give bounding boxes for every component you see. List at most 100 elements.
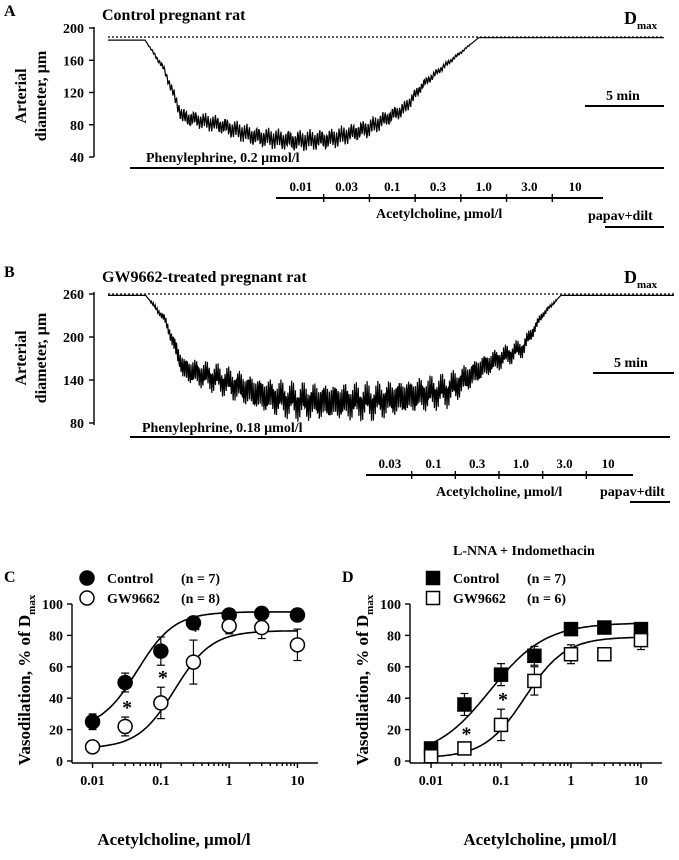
data-point <box>457 697 472 712</box>
y-tick-label: 100 <box>42 598 63 613</box>
data-point <box>457 741 472 756</box>
significance-star: * <box>122 697 132 719</box>
y-tick-label: 80 <box>49 629 63 644</box>
data-point <box>563 621 579 637</box>
x-tick-label: 0.1 <box>492 774 510 789</box>
panel-a-ylabel-line2: diameter, µm <box>33 50 50 141</box>
panel-d: D L-NNA + Indomethacin Vasodilation, % o… <box>342 544 662 849</box>
panel-d-plot: * * * <box>423 620 649 764</box>
panel-b-ach-label: Acetylcholine, µmol/l <box>436 485 562 500</box>
panel-a-scale-label: 5 min <box>606 89 640 104</box>
ach-step-label: 3.0 <box>556 456 572 471</box>
panel-c: C Vasodilation, % of Dmax Acetylcholine,… <box>4 569 318 849</box>
panel-b-papav-label: papav+dilt <box>600 485 665 500</box>
panel-a-dmax: Dmax <box>624 8 658 32</box>
y-tick-label: 20 <box>387 724 401 739</box>
legend-n: (n = 7) <box>527 572 566 587</box>
panel-b-letter: B <box>4 264 15 281</box>
data-point <box>153 695 169 711</box>
panel-c-letter: C <box>4 569 16 586</box>
panel-b-title: GW9662-treated pregnant rat <box>102 269 307 286</box>
data-point <box>117 674 133 691</box>
x-tick-label: 0.01 <box>419 774 444 789</box>
ach-step-label: 0.3 <box>430 179 447 194</box>
panel-d-axes: 0 20 40 60 80 100 0.01 0.1 1 10 <box>380 598 662 789</box>
panel-b-drug-label: Phenylephrine, 0.18 µmol/l <box>142 421 303 436</box>
y-tick-label: 160 <box>63 54 84 69</box>
panel-b-ylabel-line1: Arterial <box>13 330 30 386</box>
panel-a: A Control pregnant rat Dmax 200 160 120 80 4… <box>4 3 664 228</box>
data-point <box>289 607 306 623</box>
legend-marker <box>425 590 441 606</box>
data-point <box>423 749 439 764</box>
ach-step-label: 0.3 <box>469 456 486 471</box>
legend-n: (n = 7) <box>181 572 220 587</box>
panel-b: B GW9662-treated pregnant rat Dmax 260 20… <box>4 264 674 503</box>
y-tick-label: 80 <box>70 417 84 432</box>
panel-a-y-ticks: 200 160 120 80 40 <box>63 22 94 166</box>
legend-marker <box>79 570 95 586</box>
legend-name: GW9662 <box>453 592 506 607</box>
panel-d-title: L-NNA + Indomethacin <box>453 544 595 559</box>
legend-marker <box>79 590 95 606</box>
data-point <box>84 714 101 730</box>
y-tick-label: 60 <box>387 661 401 676</box>
y-tick-label: 80 <box>387 629 401 644</box>
ach-step-label: 3.0 <box>521 179 537 194</box>
significance-star: * <box>158 667 168 689</box>
data-point <box>221 618 237 634</box>
legend-name: Control <box>107 572 154 587</box>
ach-step-label: 0.03 <box>378 456 401 471</box>
panel-b-ach-steps: 0.03 0.1 0.3 1.0 3.0 10 <box>378 456 615 479</box>
y-tick-label: 60 <box>49 661 63 676</box>
panel-d-legend: Control (n = 7) GW9662 (n = 6) <box>425 570 566 607</box>
x-tick-label: 0.1 <box>152 774 170 789</box>
panel-c-ylabel: Vasodilation, % of Dmax <box>15 594 38 765</box>
panel-d-ylabel: Vasodilation, % of Dmax <box>353 594 376 765</box>
y-tick-label: 40 <box>49 692 63 707</box>
ach-step-label: 0.01 <box>289 179 312 194</box>
legend-n: (n = 8) <box>181 592 220 607</box>
y-tick-label: 0 <box>56 755 63 770</box>
panel-a-letter: A <box>4 3 16 20</box>
panel-b-y-ticks: 260 200 140 80 <box>63 288 94 432</box>
data-point <box>253 619 270 636</box>
ach-step-label: 1.0 <box>513 456 529 471</box>
data-point <box>153 643 169 659</box>
panel-a-ylabel-line1: Arterial <box>13 68 30 124</box>
data-point <box>563 646 579 662</box>
x-tick-label: 1 <box>226 774 233 789</box>
data-point <box>185 615 202 631</box>
x-tick-label: 1 <box>567 774 574 789</box>
y-tick-label: 120 <box>63 87 84 102</box>
y-tick-label: 200 <box>63 331 84 346</box>
data-point <box>289 637 306 653</box>
panel-c-plot: * * * <box>84 605 306 755</box>
y-tick-label: 40 <box>70 151 84 166</box>
panel-d-xlabel: Acetylcholine, µmol/l <box>463 830 617 849</box>
data-point <box>597 646 612 662</box>
panel-c-legend: Control (n = 7) GW9662 (n = 8) <box>79 570 220 607</box>
ach-step-label: 0.1 <box>425 456 441 471</box>
panel-c-xlabel: Acetylcholine, µmol/l <box>97 830 251 849</box>
panel-b-ylabel-line2: diameter, µm <box>33 312 50 403</box>
y-tick-label: 40 <box>387 692 401 707</box>
panel-d-letter: D <box>342 569 354 586</box>
panel-a-ach-steps: 0.01 0.03 0.1 0.3 1.0 3.0 10 <box>289 179 582 202</box>
panel-a-papav-label: papav+dilt <box>588 209 653 224</box>
panel-b-scale-label: 5 min <box>614 356 648 371</box>
panel-a-drug-label: Phenylephrine, 0.2 µmol/l <box>146 151 300 166</box>
panel-a-diameter-trace <box>108 37 664 152</box>
ach-step-label: 0.03 <box>335 179 358 194</box>
legend-n: (n = 6) <box>527 592 566 607</box>
data-point <box>527 673 542 689</box>
data-point <box>185 654 202 670</box>
ach-step-label: 1.0 <box>476 179 492 194</box>
y-tick-label: 260 <box>63 288 84 303</box>
data-point <box>597 620 612 635</box>
y-tick-label: 20 <box>49 724 63 739</box>
data-point <box>117 718 133 735</box>
data-point <box>84 739 101 755</box>
panel-a-ach-label: Acetylcholine, µmol/l <box>376 207 502 222</box>
